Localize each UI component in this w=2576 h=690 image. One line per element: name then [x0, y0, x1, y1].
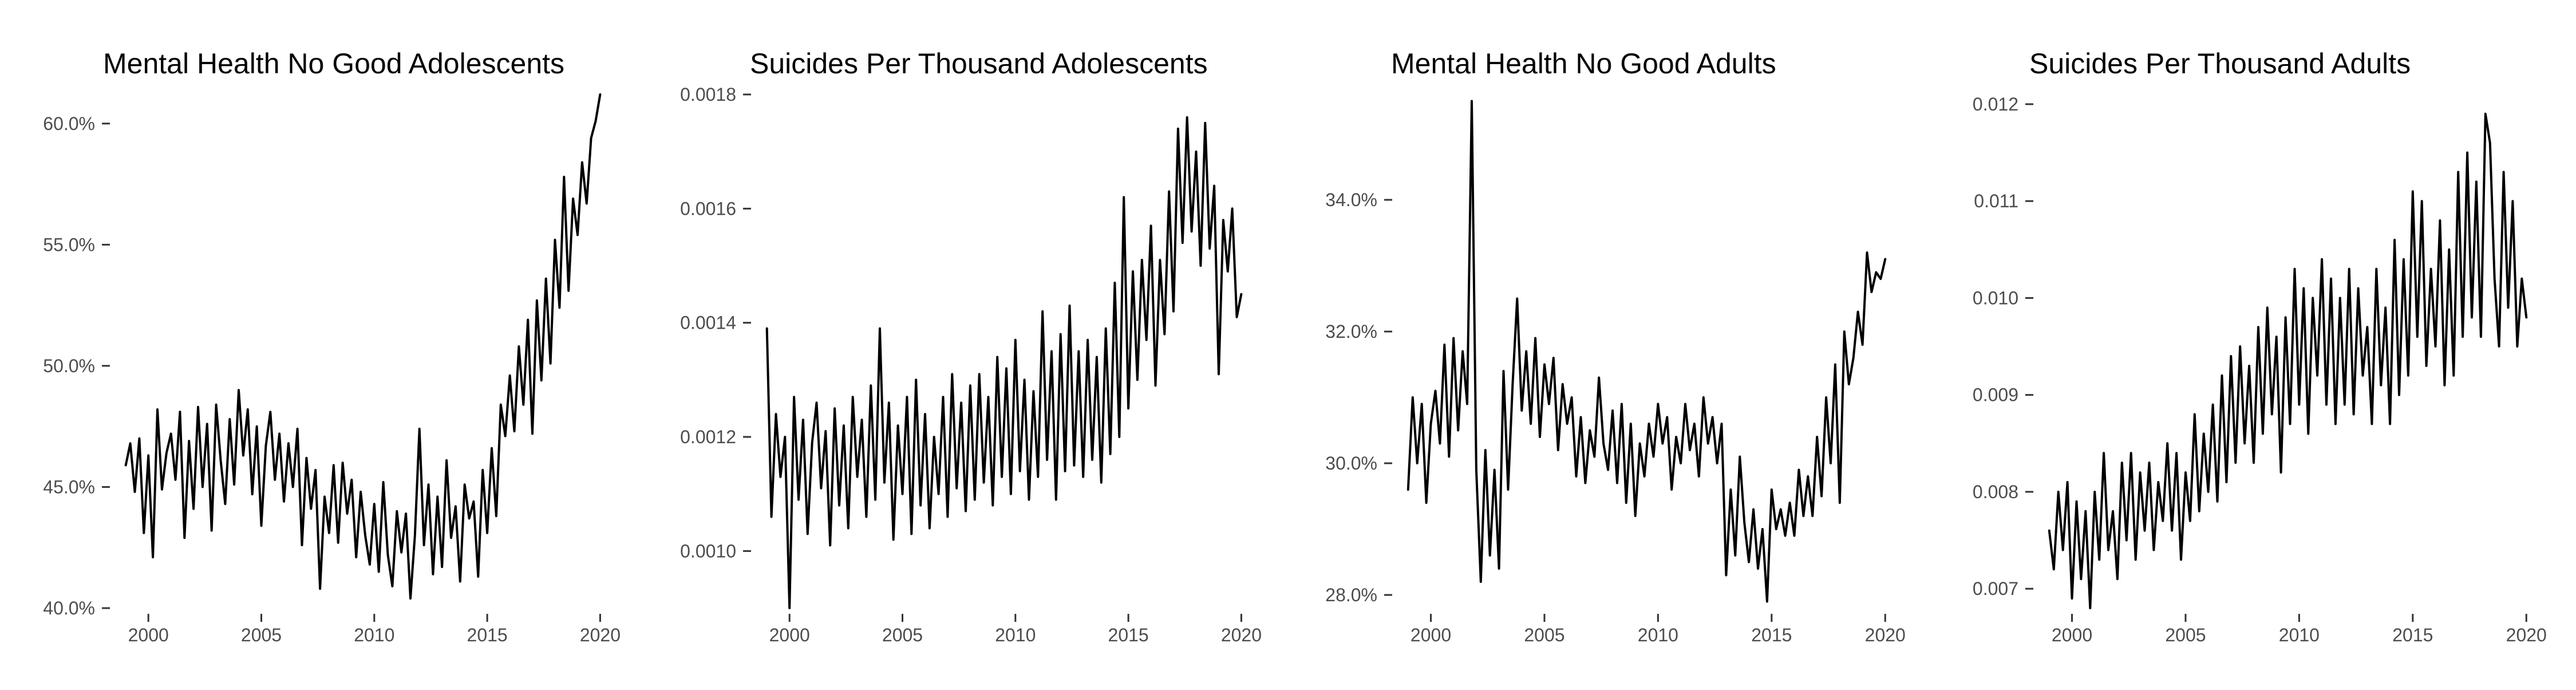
y-tick-label: 55.0%: [43, 234, 95, 255]
y-tick-label: 45.0%: [43, 476, 95, 497]
y-tick-label: 28.0%: [1325, 585, 1377, 605]
chart-panel-1: Mental Health No Good Adolescents 40.0% 45…: [43, 48, 621, 645]
chart-panel-4: Suicides Per Thousand Adults 0.007 0.008 0.…: [1973, 48, 2547, 645]
chart-panel-3: Mental Health No Good Adults 28.0% 30.0% 32…: [1325, 48, 1906, 645]
x-tick-label: 2010: [354, 625, 394, 645]
y-tick-label: 60.0%: [43, 113, 95, 134]
x-tick-label: 2010: [995, 625, 1036, 645]
x-tick-label: 2005: [1524, 625, 1564, 645]
y-tick-label: 32.0%: [1325, 321, 1377, 342]
y-tick-label: 0.0018: [680, 84, 736, 105]
series-line-1: [124, 93, 602, 600]
y-tick-label: 50.0%: [43, 356, 95, 376]
y-tick-label: 0.008: [1973, 482, 2018, 502]
chart-title: Suicides Per Thousand Adults: [2029, 48, 2411, 80]
chart-title: Mental Health No Good Adults: [1391, 48, 1776, 80]
y-tick-label: 0.0012: [680, 427, 736, 447]
series-line-1: [765, 116, 1243, 609]
y-tick-label: 0.010: [1973, 287, 2018, 308]
x-tick-label: 2000: [2052, 625, 2092, 645]
x-tick-label: 2020: [2506, 625, 2547, 645]
y-tick-label: 40.0%: [43, 598, 95, 618]
y-tick-label: 0.0014: [680, 313, 736, 333]
y-tick-label: 0.007: [1973, 578, 2018, 599]
chart-title: Suicides Per Thousand Adolescents: [750, 48, 1208, 80]
x-tick-label: 2020: [1221, 625, 1262, 645]
x-tick-label: 2015: [2392, 625, 2433, 645]
x-tick-label: 2000: [128, 625, 169, 645]
x-tick-label: 2020: [1865, 625, 1906, 645]
x-tick-label: 2000: [769, 625, 810, 645]
y-tick-label: 0.0010: [680, 541, 736, 561]
x-tick-label: 2015: [1108, 625, 1149, 645]
x-tick-label: 2005: [241, 625, 282, 645]
x-tick-label: 2015: [1751, 625, 1792, 645]
x-tick-label: 2015: [467, 625, 508, 645]
y-tick-label: 0.012: [1973, 94, 2018, 115]
series-line-1: [1406, 100, 1887, 603]
y-tick-label: 0.009: [1973, 385, 2018, 405]
x-tick-label: 2010: [2279, 625, 2320, 645]
chart-panel-2: Suicides Per Thousand Adolescents 0.0010 0…: [680, 48, 1262, 645]
series-line-1: [2048, 112, 2528, 609]
y-tick-label: 0.011: [1974, 191, 2018, 211]
x-tick-label: 2020: [580, 625, 621, 645]
x-tick-label: 2000: [1411, 625, 1451, 645]
y-tick-label: 34.0%: [1325, 190, 1377, 210]
x-tick-label: 2005: [2165, 625, 2206, 645]
y-tick-label: 30.0%: [1325, 453, 1377, 474]
x-tick-label: 2005: [882, 625, 923, 645]
y-tick-label: 0.0016: [680, 198, 736, 219]
chart-title: Mental Health No Good Adolescents: [103, 48, 564, 80]
x-tick-label: 2010: [1638, 625, 1678, 645]
